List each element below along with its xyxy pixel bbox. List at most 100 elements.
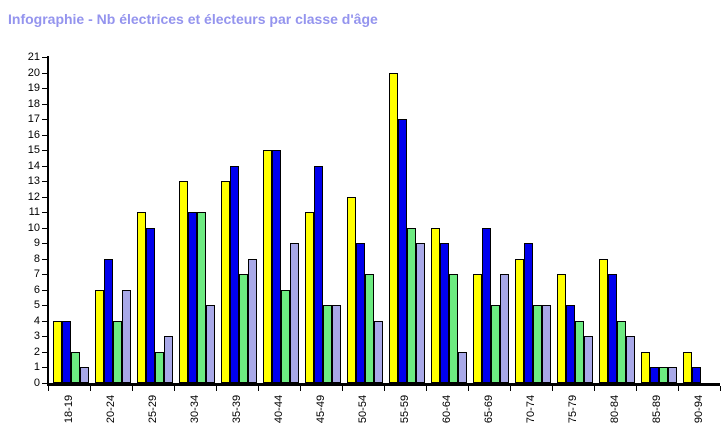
y-axis-label: 9 bbox=[33, 237, 40, 249]
x-tick bbox=[678, 386, 679, 391]
y-tick bbox=[42, 135, 47, 136]
x-axis-label: 80-84 bbox=[609, 394, 621, 424]
bar-70-74-lavender bbox=[542, 305, 551, 383]
bar-18-19-green bbox=[71, 352, 80, 383]
y-tick bbox=[42, 197, 47, 198]
y-axis-label: 1 bbox=[33, 361, 40, 373]
x-tick bbox=[216, 386, 217, 391]
x-tick bbox=[426, 386, 427, 391]
y-axis-label: 19 bbox=[27, 82, 40, 94]
bar-40-44-yellow bbox=[263, 150, 272, 383]
bar-60-64-lavender bbox=[458, 352, 467, 383]
y-tick bbox=[42, 259, 47, 260]
bar-70-74-yellow bbox=[515, 259, 524, 383]
x-tick bbox=[132, 386, 133, 391]
bar-85-89-blue bbox=[650, 367, 659, 383]
x-axis-label: 30-34 bbox=[189, 394, 201, 424]
bar-90-94-blue bbox=[692, 367, 701, 383]
bar-35-39-green bbox=[239, 274, 248, 383]
bar-75-79-yellow bbox=[557, 274, 566, 383]
bar-55-59-green bbox=[407, 228, 416, 383]
x-axis-label: 25-29 bbox=[147, 394, 159, 424]
bar-20-24-lavender bbox=[122, 290, 131, 383]
y-tick bbox=[42, 243, 47, 244]
x-tick bbox=[468, 386, 469, 391]
bar-80-84-blue bbox=[608, 274, 617, 383]
bar-50-54-yellow bbox=[347, 197, 356, 383]
bar-55-59-yellow bbox=[389, 73, 398, 383]
bar-25-29-lavender bbox=[164, 336, 173, 383]
y-tick bbox=[42, 228, 47, 229]
y-axis-label: 20 bbox=[27, 67, 40, 79]
y-axis-label: 17 bbox=[27, 113, 40, 125]
bar-85-89-lavender bbox=[668, 367, 677, 383]
y-axis-label: 16 bbox=[27, 129, 40, 141]
bar-65-69-lavender bbox=[500, 274, 509, 383]
y-axis-label: 15 bbox=[27, 144, 40, 156]
x-axis-label: 45-49 bbox=[315, 394, 327, 424]
y-axis-label: 12 bbox=[27, 191, 40, 203]
bar-45-49-blue bbox=[314, 166, 323, 383]
x-axis-label: 65-69 bbox=[483, 394, 495, 424]
bar-75-79-green bbox=[575, 321, 584, 383]
x-axis-label: 70-74 bbox=[525, 394, 537, 424]
bar-85-89-green bbox=[659, 367, 668, 383]
y-tick bbox=[42, 367, 47, 368]
y-axis-label: 18 bbox=[27, 98, 40, 110]
x-axis-line bbox=[47, 383, 720, 386]
bar-45-49-green bbox=[323, 305, 332, 383]
bar-70-74-green bbox=[533, 305, 542, 383]
y-tick bbox=[42, 212, 47, 213]
bar-35-39-yellow bbox=[221, 181, 230, 383]
bar-20-24-yellow bbox=[95, 290, 104, 383]
bar-40-44-green bbox=[281, 290, 290, 383]
x-axis-label: 50-54 bbox=[357, 394, 369, 424]
bar-50-54-lavender bbox=[374, 321, 383, 383]
x-axis-label: 55-59 bbox=[399, 394, 411, 424]
bar-25-29-yellow bbox=[137, 212, 146, 383]
y-axis-label: 6 bbox=[33, 284, 40, 296]
bar-50-54-green bbox=[365, 274, 374, 383]
y-tick bbox=[42, 166, 47, 167]
chart-title: Infographie - Nb électrices et électeurs… bbox=[8, 11, 378, 27]
x-tick bbox=[258, 386, 259, 391]
bar-75-79-lavender bbox=[584, 336, 593, 383]
y-axis-label: 3 bbox=[33, 330, 40, 342]
y-tick bbox=[42, 336, 47, 337]
x-tick bbox=[300, 386, 301, 391]
y-tick bbox=[42, 73, 47, 74]
y-axis-label: 14 bbox=[27, 160, 40, 172]
bar-65-69-blue bbox=[482, 228, 491, 383]
bar-80-84-lavender bbox=[626, 336, 635, 383]
y-tick bbox=[42, 150, 47, 151]
bar-60-64-green bbox=[449, 274, 458, 383]
y-axis-label: 4 bbox=[33, 315, 40, 327]
y-axis-label: 0 bbox=[33, 377, 40, 389]
x-tick bbox=[174, 386, 175, 391]
x-axis-label: 35-39 bbox=[231, 394, 243, 424]
bar-30-34-green bbox=[197, 212, 206, 383]
bar-55-59-lavender bbox=[416, 243, 425, 383]
x-axis-label: 18-19 bbox=[63, 394, 75, 424]
x-tick bbox=[552, 386, 553, 391]
y-tick bbox=[42, 57, 47, 58]
bar-70-74-blue bbox=[524, 243, 533, 383]
x-tick bbox=[594, 386, 595, 391]
y-tick bbox=[42, 104, 47, 105]
y-tick bbox=[42, 119, 47, 120]
y-axis-label: 5 bbox=[33, 299, 40, 311]
bar-65-69-yellow bbox=[473, 274, 482, 383]
bar-40-44-blue bbox=[272, 150, 281, 383]
y-tick bbox=[42, 290, 47, 291]
bar-20-24-blue bbox=[104, 259, 113, 383]
bar-45-49-lavender bbox=[332, 305, 341, 383]
bar-40-44-lavender bbox=[290, 243, 299, 383]
bar-50-54-blue bbox=[356, 243, 365, 383]
bar-60-64-blue bbox=[440, 243, 449, 383]
x-axis-label: 75-79 bbox=[567, 394, 579, 424]
bar-65-69-green bbox=[491, 305, 500, 383]
x-tick bbox=[48, 386, 49, 391]
x-axis-label: 85-89 bbox=[651, 394, 663, 424]
y-tick bbox=[42, 321, 47, 322]
x-tick bbox=[720, 386, 721, 391]
